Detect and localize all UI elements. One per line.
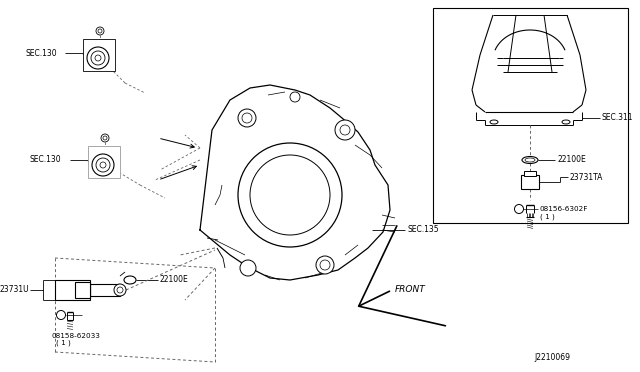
Text: ( 1 ): ( 1 ) [540, 214, 555, 220]
Circle shape [95, 55, 101, 61]
Circle shape [250, 155, 330, 235]
Circle shape [96, 158, 110, 172]
Circle shape [515, 205, 524, 214]
Text: J2210069: J2210069 [534, 353, 570, 362]
Circle shape [56, 311, 65, 320]
Ellipse shape [522, 157, 538, 164]
Ellipse shape [525, 158, 535, 162]
Text: 22100E: 22100E [557, 155, 586, 164]
Circle shape [238, 109, 256, 127]
Text: B: B [59, 312, 63, 317]
Bar [433, 8, 628, 223]
Text: SEC.135: SEC.135 [407, 225, 438, 234]
Text: SEC.130: SEC.130 [25, 48, 56, 58]
Bar [521, 175, 539, 189]
Circle shape [238, 143, 342, 247]
Circle shape [98, 29, 102, 33]
Circle shape [87, 47, 109, 69]
Circle shape [92, 154, 114, 176]
Circle shape [320, 260, 330, 270]
Text: FRONT: FRONT [395, 285, 426, 295]
Ellipse shape [124, 276, 136, 284]
Circle shape [340, 125, 350, 135]
Circle shape [316, 256, 334, 274]
Ellipse shape [490, 120, 498, 124]
Circle shape [103, 136, 107, 140]
Text: 08158-62033: 08158-62033 [52, 333, 101, 339]
Circle shape [117, 287, 123, 293]
Polygon shape [200, 85, 390, 280]
Bar [55, 280, 90, 300]
Text: 23731TA: 23731TA [570, 173, 604, 182]
Circle shape [91, 51, 105, 65]
Circle shape [96, 27, 104, 35]
Circle shape [114, 284, 126, 296]
Circle shape [335, 120, 355, 140]
Circle shape [101, 134, 109, 142]
Text: 08156-6302F: 08156-6302F [540, 206, 588, 212]
Bar [90, 284, 120, 296]
Circle shape [100, 162, 106, 168]
Text: SEC.130: SEC.130 [30, 155, 61, 164]
Text: SEC.311: SEC.311 [602, 113, 634, 122]
Circle shape [240, 260, 256, 276]
Bar [524, 171, 536, 176]
Text: ( 1 ): ( 1 ) [56, 340, 71, 346]
Text: 22100E: 22100E [160, 276, 189, 285]
Ellipse shape [562, 120, 570, 124]
Circle shape [242, 113, 252, 123]
Text: 23731U: 23731U [0, 285, 29, 295]
Text: B: B [516, 206, 522, 212]
Bar [83, 39, 115, 71]
Bar [88, 146, 120, 178]
Circle shape [290, 92, 300, 102]
Bar [75, 282, 90, 298]
